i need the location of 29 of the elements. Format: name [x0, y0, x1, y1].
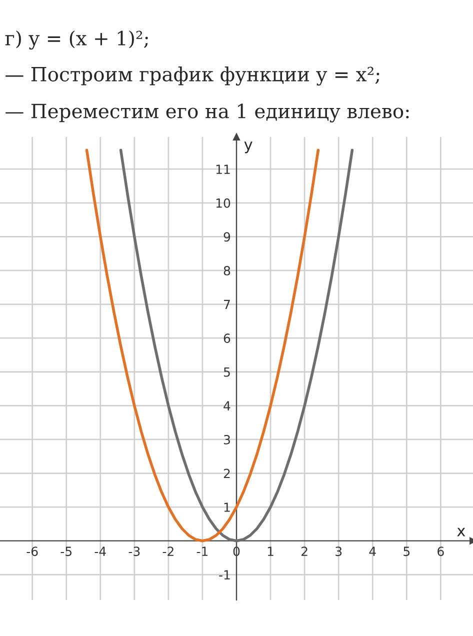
x-tick-label: 5	[404, 546, 410, 556]
x-tick-label: 4	[369, 546, 376, 556]
text: — Построим график функции y = x²;	[6, 66, 380, 86]
y-tick-label: -1	[219, 570, 230, 580]
y-tick-label: 8	[224, 266, 230, 276]
chart-title: г) y = (x + 1)²;	[5, 30, 148, 50]
x-tick-label: 6	[438, 546, 444, 556]
y-tick-label: 6	[224, 334, 230, 344]
x-axis-title: x	[457, 528, 466, 536]
y-tick-label: 11	[216, 164, 230, 174]
x-tick-label: 2	[301, 546, 308, 556]
y-tick-label: 3	[224, 434, 230, 444]
y-tick-label: 10	[216, 198, 230, 208]
x-tick-label: -3	[128, 546, 140, 556]
y-axis-title: y	[244, 142, 252, 154]
x-tick-label: 1	[268, 546, 274, 556]
x-tick-label: -5	[60, 546, 72, 556]
x-tick-label: -4	[94, 546, 106, 556]
x-tick-label: -1	[196, 546, 208, 556]
y-tick-label: 2	[224, 468, 230, 478]
x-tick-label: -6	[26, 546, 38, 556]
text: — Переместим его на 1 единицу влево:	[6, 104, 409, 122]
y-tick-label: 5	[224, 368, 230, 377]
y-tick-label: 9	[224, 232, 230, 242]
y-tick-label: 7	[224, 300, 230, 310]
y-tick-label: 4	[224, 401, 230, 410]
x-tick-label: -2	[162, 546, 174, 556]
x-tick-label: 3	[336, 546, 342, 556]
y-tick-label: 1	[224, 502, 230, 512]
